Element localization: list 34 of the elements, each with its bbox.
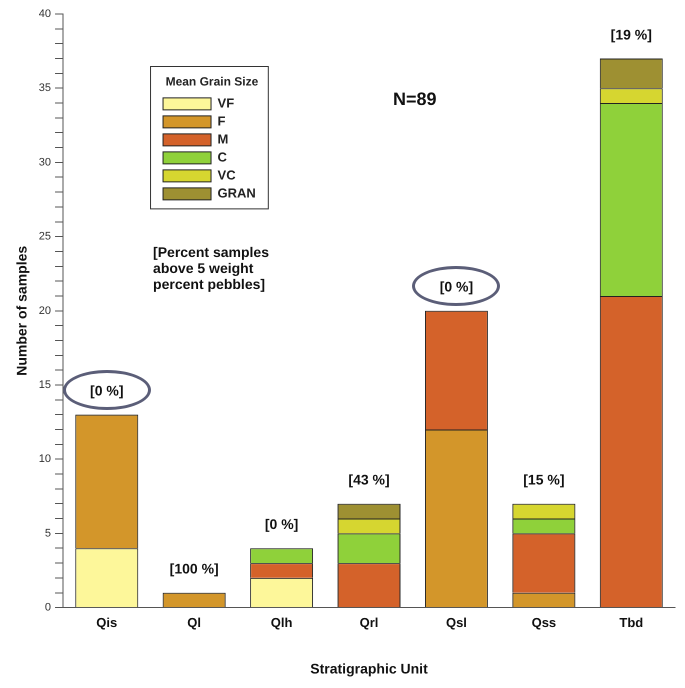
y-tick-label: 0	[44, 602, 52, 614]
y-tick-label: 40	[38, 8, 52, 20]
annotation: [15 %]	[523, 472, 564, 488]
x-tick-label: Qss	[532, 614, 556, 630]
annotation: [Percent samples above 5 weight percent pebbles]	[153, 244, 270, 292]
annotation: N=89	[393, 89, 438, 110]
legend-label: GRAN	[218, 185, 256, 200]
legend-label: VC	[218, 167, 236, 182]
x-tick-label: Tbd	[619, 614, 644, 630]
annotation: [0 %]	[440, 278, 474, 295]
legend-title: Mean Grain Size	[166, 74, 259, 88]
y-tick-label: 5	[44, 527, 52, 540]
legend-label: F	[218, 113, 226, 128]
y-tick-label: 25	[38, 230, 52, 243]
annotation: [100 %]	[170, 560, 219, 577]
annotation: [43 %]	[348, 472, 390, 488]
annotation: [0 %]	[90, 382, 124, 399]
y-tick-label: 10	[38, 453, 52, 466]
y-tick-label: 20	[38, 304, 52, 317]
x-tick-label: Qlh	[270, 614, 292, 630]
legend-label: C	[218, 149, 228, 164]
y-tick-label: 35	[38, 82, 52, 94]
x-tick-label: Qrl	[360, 614, 378, 630]
legend-label: VF	[218, 95, 234, 110]
annotation: [19 %]	[610, 26, 652, 42]
y-axis-title: Number of samples	[13, 246, 30, 376]
x-tick-label: Ql	[187, 614, 202, 630]
annotation: [0 %]	[264, 516, 298, 532]
x-tick-label: Qis	[96, 614, 118, 630]
x-tick-label: Qsl	[446, 614, 467, 630]
legend-label: M	[218, 131, 228, 146]
y-tick-label: 30	[38, 156, 52, 168]
y-tick-label: 15	[38, 379, 52, 392]
x-axis-title: Stratigraphic Unit	[310, 660, 428, 676]
